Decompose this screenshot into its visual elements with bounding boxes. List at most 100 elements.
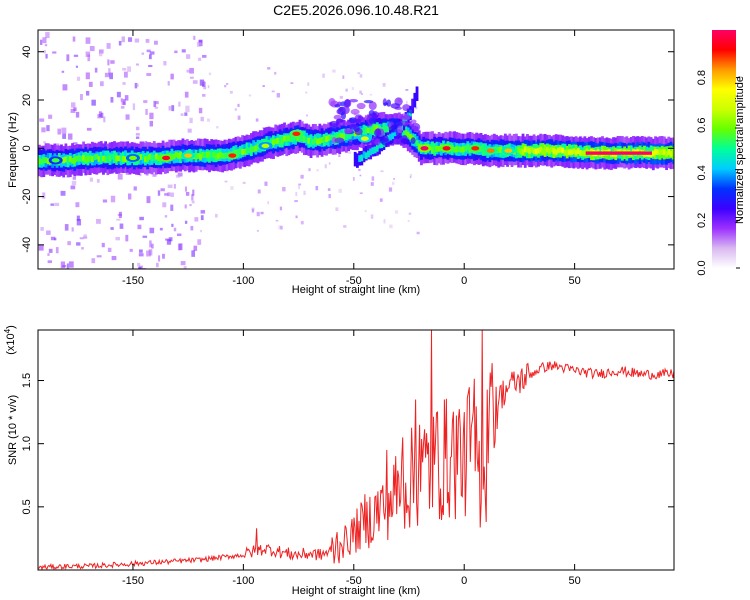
heatmap-speckle — [159, 227, 163, 231]
heatmap-speckle — [305, 91, 308, 94]
x-tick-label: -100 — [232, 275, 254, 287]
heatmap-speckle — [145, 108, 148, 115]
heatmap-speckle — [264, 181, 268, 186]
heatmap-speckle — [89, 46, 95, 52]
heatmap-speckle — [405, 89, 409, 91]
heatmap-speckle — [96, 218, 101, 224]
ridge-core — [177, 152, 180, 159]
x-tick-label: -150 — [122, 275, 144, 287]
ridge-core — [71, 157, 74, 164]
branch-outer — [353, 151, 357, 167]
ridge-core — [250, 146, 253, 153]
heatmap-speckle — [193, 35, 196, 40]
x-tick-label: -50 — [346, 275, 362, 287]
heatmap-speckle — [71, 180, 77, 186]
x-tick-label: 0 — [461, 575, 467, 587]
x-tick-label: -150 — [122, 575, 144, 587]
heatmap-speckle — [62, 133, 67, 139]
heatmap-speckle — [98, 111, 102, 117]
heatmap-speckle — [407, 220, 410, 222]
heatmap-speckle — [171, 105, 175, 112]
ridge-core — [221, 152, 225, 159]
heatmap-speckle — [146, 49, 151, 53]
ridge-core — [236, 148, 240, 155]
heatmap-speckle — [315, 185, 319, 191]
ridge-core — [108, 155, 112, 162]
colorbar-tick-label: 0.4 — [696, 165, 708, 180]
heatmap-speckle — [178, 243, 183, 251]
heatmap-speckle — [190, 225, 194, 231]
ridge-core — [382, 127, 386, 134]
heatmap-speckle — [206, 118, 211, 122]
heatmap-speckle — [139, 216, 144, 221]
ridge-core — [245, 147, 249, 154]
hot-spot — [162, 155, 171, 161]
ridge-core — [216, 152, 220, 159]
heatmap-speckle — [171, 223, 174, 227]
ridge-core — [201, 151, 205, 158]
ridge-core — [550, 146, 554, 153]
ridge-core — [274, 138, 278, 145]
heatmap-speckle — [191, 194, 194, 201]
ridge-core — [113, 154, 116, 161]
heatmap-cloud — [350, 108, 360, 115]
heatmap-speckle — [85, 51, 91, 57]
heatmap-speckle — [62, 84, 68, 91]
ridge-core — [280, 137, 284, 144]
heatmap-speckle — [52, 51, 57, 54]
ridge-core — [325, 136, 328, 142]
hot-spot — [128, 155, 137, 161]
heatmap-speckle — [122, 67, 127, 71]
ridge-core — [124, 156, 127, 163]
heatmap-cloud — [411, 119, 417, 124]
heatmap-speckle — [38, 244, 44, 251]
heatmap-speckle — [189, 204, 192, 207]
heatmap-speckle — [68, 261, 74, 268]
heatmap-speckle — [203, 86, 207, 90]
ridge-core — [38, 158, 41, 165]
ridge-core — [40, 158, 44, 165]
ridge-core — [141, 153, 145, 160]
hot-spot — [184, 153, 193, 158]
heatmap-speckle — [48, 248, 53, 253]
ridge-core — [530, 146, 534, 153]
heatmap-speckle — [96, 179, 100, 183]
heatmap-cloud — [342, 105, 350, 115]
heatmap-speckle — [338, 154, 341, 158]
branch-core — [380, 141, 384, 149]
colorbar-tick-label: 0.8 — [696, 70, 708, 85]
heatmap-speckle — [370, 214, 374, 219]
heatmap-speckle — [170, 192, 174, 197]
ridge-core — [457, 146, 461, 152]
heatmap-speckle — [189, 117, 193, 124]
heatmap-speckle — [43, 49, 46, 54]
ridge-core — [462, 146, 465, 153]
heatmap-speckle — [39, 39, 43, 45]
heatmap-speckle — [370, 182, 374, 186]
heatmap-speckle — [133, 186, 137, 191]
y-tick-label: 0.5 — [21, 499, 33, 514]
ridge-core — [241, 149, 244, 155]
heatmap-speckle — [85, 37, 91, 44]
ridge-core — [115, 155, 119, 162]
heatmap-speckle — [108, 68, 111, 75]
heatmap-speckle — [237, 115, 241, 120]
snr-x-label: Height of straight line (km) — [292, 585, 420, 597]
snr-y-label: SNR (10 * v/v) — [7, 395, 19, 465]
ridge-core — [269, 138, 273, 145]
heatmap-speckle — [100, 112, 104, 119]
ridge-core — [285, 135, 289, 142]
heatmap-speckle — [167, 81, 170, 86]
ridge-core — [369, 127, 373, 134]
spectrogram-x-ticks: -150 -100 -50 0 50 — [122, 30, 581, 287]
ridge-core — [194, 153, 198, 160]
heatmap-speckle — [290, 82, 294, 84]
heatmap-speckle — [129, 248, 133, 252]
ridge-core — [172, 153, 176, 160]
heatmap-cloud — [383, 102, 389, 106]
heatmap-speckle — [107, 59, 110, 66]
snr-x-ticks: -150 -100 -50 0 50 — [122, 330, 581, 587]
branch-outer — [411, 98, 415, 114]
heatmap-speckle — [79, 94, 83, 101]
ridge-core — [68, 156, 72, 162]
